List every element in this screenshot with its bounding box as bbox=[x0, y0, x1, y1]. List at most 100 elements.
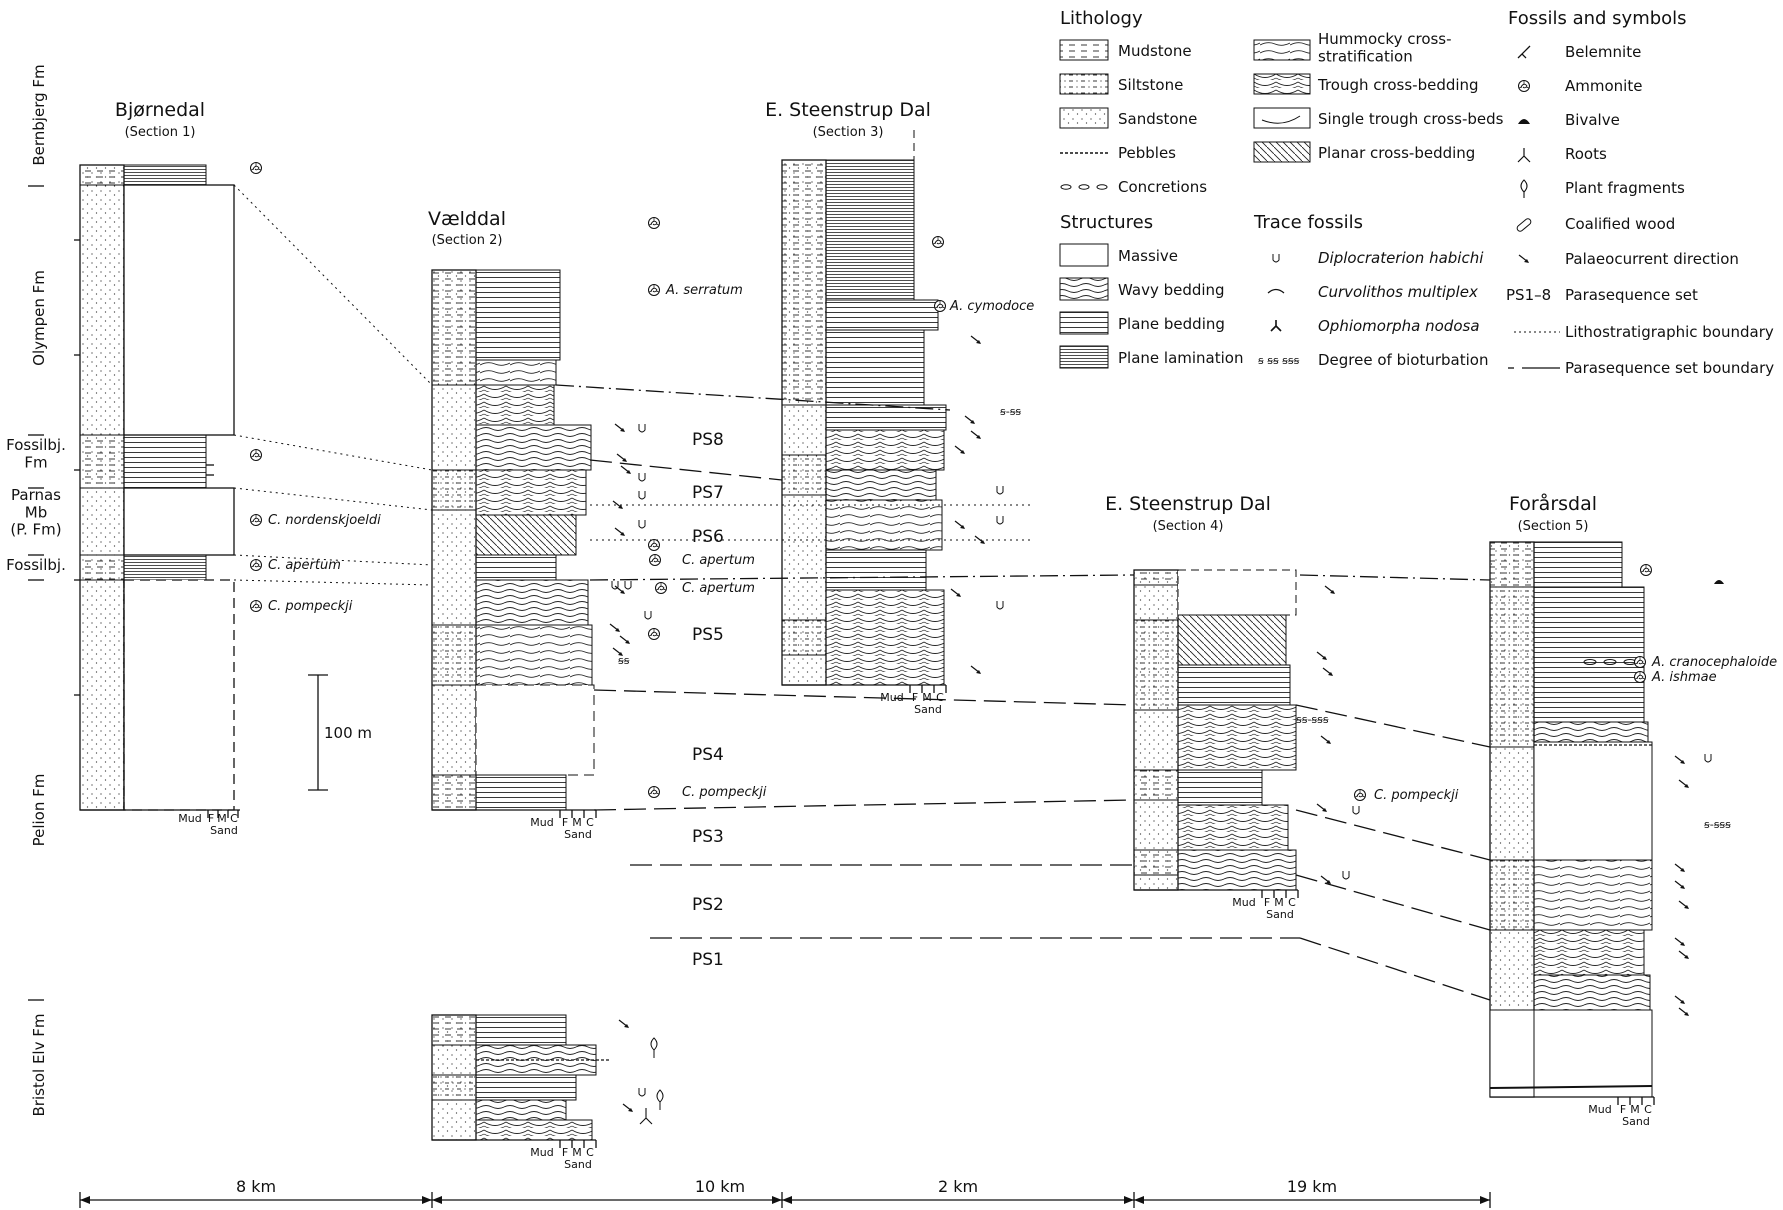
fossil-label: A. serratum bbox=[665, 283, 743, 298]
fossil-label: C. pompeckji bbox=[268, 599, 353, 614]
s1-grain-mud: Mud bbox=[178, 812, 201, 825]
section-2-name: Vælddal bbox=[428, 208, 506, 230]
s3-grain-m: M bbox=[922, 691, 932, 704]
section-3-name: E. Steenstrup Dal bbox=[765, 99, 931, 121]
s1-grain-f: F bbox=[208, 812, 214, 825]
ps7-label: PS7 bbox=[692, 483, 724, 503]
legend-coalified-wood: Coalified wood bbox=[1565, 215, 1675, 233]
section-1-log: Mud F M C Sand bbox=[74, 164, 240, 837]
fossil-label: C. pompeckji bbox=[1374, 788, 1459, 803]
bioturbation-mark: ꞩꞩ bbox=[618, 654, 630, 667]
section-5-sub: (Section 5) bbox=[1518, 519, 1589, 534]
s1-grain-m: M bbox=[217, 812, 227, 825]
legend-concretions: Concretions bbox=[1118, 178, 1207, 196]
section-3-sub: (Section 3) bbox=[813, 125, 884, 140]
legend-trough-cross-bedding: Trough cross-bedding bbox=[1317, 76, 1479, 94]
bioturbation-scale-icon: ꞩ ꞩꞩ ꞩꞩꞩ bbox=[1258, 354, 1300, 367]
s2-grain-f: F bbox=[562, 816, 568, 829]
fossil-label: A. cymodoce bbox=[949, 299, 1034, 314]
ammonite-icon bbox=[250, 559, 262, 571]
parasequence-labels: PS8 PS7 PS6 PS5 PS4 PS3 PS2 PS1 bbox=[692, 430, 724, 970]
legend-ps-code: PS1–8 bbox=[1506, 286, 1551, 304]
s5-grain-mud: Mud bbox=[1588, 1103, 1611, 1116]
s1-grain-sand: Sand bbox=[210, 824, 238, 837]
legend-ps-boundary: Parasequence set boundary bbox=[1565, 359, 1774, 377]
formation-fossilbj-lower: Fossilbj. bbox=[6, 556, 66, 574]
legend-hummocky: Hummocky cross-stratification bbox=[1318, 30, 1452, 65]
legend-siltstone: Siltstone bbox=[1118, 76, 1183, 94]
ps6-label: PS6 bbox=[692, 527, 724, 547]
ammonite-icon bbox=[655, 582, 667, 594]
palaeocurrent-arrow-icon bbox=[1518, 254, 1530, 264]
section-3-log: Mud F M C Sand bbox=[781, 130, 947, 716]
section-5-log: Mud F M C Sand bbox=[1489, 541, 1655, 1128]
plant-fragment-icon bbox=[1520, 179, 1528, 198]
section-2-log: Mud F M C Sand Mud F M C Sand bbox=[431, 269, 610, 1171]
ammonite-icon bbox=[250, 449, 262, 461]
section-2-sub: (Section 2) bbox=[432, 233, 503, 248]
fossil-label: C. pompeckji bbox=[682, 785, 767, 800]
ophiomorpha-icon bbox=[1270, 320, 1282, 332]
section-5-name: Forårsdal bbox=[1509, 492, 1597, 515]
legend-massive: Massive bbox=[1118, 247, 1178, 265]
ammonite-icon bbox=[250, 514, 262, 526]
ps3-label: PS3 bbox=[692, 827, 724, 847]
plant-fragment-icon bbox=[656, 1089, 664, 1110]
s1-grain-c: C bbox=[230, 812, 238, 825]
formation-bernbjerg: Bernbjerg Fm bbox=[30, 64, 48, 165]
legend-plane-bedding: Plane bedding bbox=[1118, 315, 1225, 333]
s2-grain-sand: Sand bbox=[564, 828, 592, 841]
curvolithos-icon bbox=[1267, 288, 1285, 294]
legend-parasequence-set: Parasequence set bbox=[1565, 286, 1698, 304]
legend-lithology-title: Lithology bbox=[1060, 8, 1143, 29]
formation-parnas: Parnas Mb (P. Fm) bbox=[10, 486, 61, 539]
formation-olympen: Olympen Fm bbox=[30, 270, 48, 366]
legend-ammonite: Ammonite bbox=[1565, 77, 1642, 95]
scale-bar-label: 100 m bbox=[324, 724, 372, 742]
s3-grain-sand: Sand bbox=[914, 703, 942, 716]
trace-fossil-marks: ꞩ-ꞩꞩ ꞩꞩ-ꞩꞩꞩ ꞩꞩ ꞩ-ꞩꞩꞩ bbox=[611, 405, 1731, 1097]
distance-bar: 8 km 10 km 2 km 19 km bbox=[79, 1177, 1491, 1208]
ammonite-icon bbox=[250, 600, 262, 612]
s3-grain-c: C bbox=[936, 691, 944, 704]
formation-labels: Bernbjerg Fm Olympen Fm Fossilbj. Fm Parn… bbox=[6, 64, 66, 1116]
ps5-label: PS5 bbox=[692, 625, 724, 645]
ammonite-icon bbox=[648, 539, 660, 551]
legend-palaeocurrent: Palaeocurrent direction bbox=[1565, 250, 1739, 268]
s3-grain-mud: Mud bbox=[880, 691, 903, 704]
ammonite-icon bbox=[934, 300, 946, 312]
fossil-label: C. nordenskjoeldi bbox=[268, 513, 381, 528]
fossil-label: C. apertum bbox=[682, 581, 755, 596]
ammonite-icon bbox=[1634, 656, 1646, 668]
s3-grain-f: F bbox=[912, 691, 918, 704]
legend-pebbles: Pebbles bbox=[1118, 144, 1176, 162]
s2b-grain-m: M bbox=[572, 1146, 582, 1159]
distance-1: 8 km bbox=[236, 1177, 276, 1196]
ammonite-icon bbox=[648, 284, 660, 296]
roots-icon bbox=[639, 1108, 653, 1125]
bivalve-icon bbox=[1518, 119, 1530, 124]
parasequence-set-boundaries bbox=[555, 384, 1491, 1001]
s2-grain-mud: Mud bbox=[530, 816, 553, 829]
legend-ophiomorpha: Ophiomorpha nodosa bbox=[1318, 317, 1480, 335]
s4-grain-c: C bbox=[1288, 896, 1296, 909]
ammonite-icon bbox=[648, 217, 660, 229]
lithostratigraphic-boundaries bbox=[233, 184, 1030, 586]
s2b-grain-mud: Mud bbox=[530, 1146, 553, 1159]
ps8-label: PS8 bbox=[692, 430, 724, 450]
legend-mudstone: Mudstone bbox=[1118, 42, 1192, 60]
ps2-label: PS2 bbox=[692, 895, 724, 915]
legend-single-trough: Single trough cross-beds bbox=[1318, 110, 1504, 128]
legend-sandstone: Sandstone bbox=[1118, 110, 1197, 128]
legend-litho-boundary: Lithostratigraphic boundary bbox=[1565, 323, 1774, 341]
ammonite-icon bbox=[649, 554, 661, 566]
ps1-label: PS1 bbox=[692, 950, 724, 970]
fossil-label: A. cranocephaloide bbox=[1651, 655, 1777, 670]
legend-bioturbation: Degree of bioturbation bbox=[1318, 351, 1488, 369]
section-headers: Bjørnedal (Section 1) Vælddal (Section 2… bbox=[115, 99, 1597, 534]
s2-grain-m: M bbox=[572, 816, 582, 829]
ammonite-icon bbox=[1640, 564, 1652, 576]
formation-pelion: Pelion Fm bbox=[30, 774, 48, 847]
formation-bristol: Bristol Elv Fm bbox=[30, 1014, 48, 1117]
